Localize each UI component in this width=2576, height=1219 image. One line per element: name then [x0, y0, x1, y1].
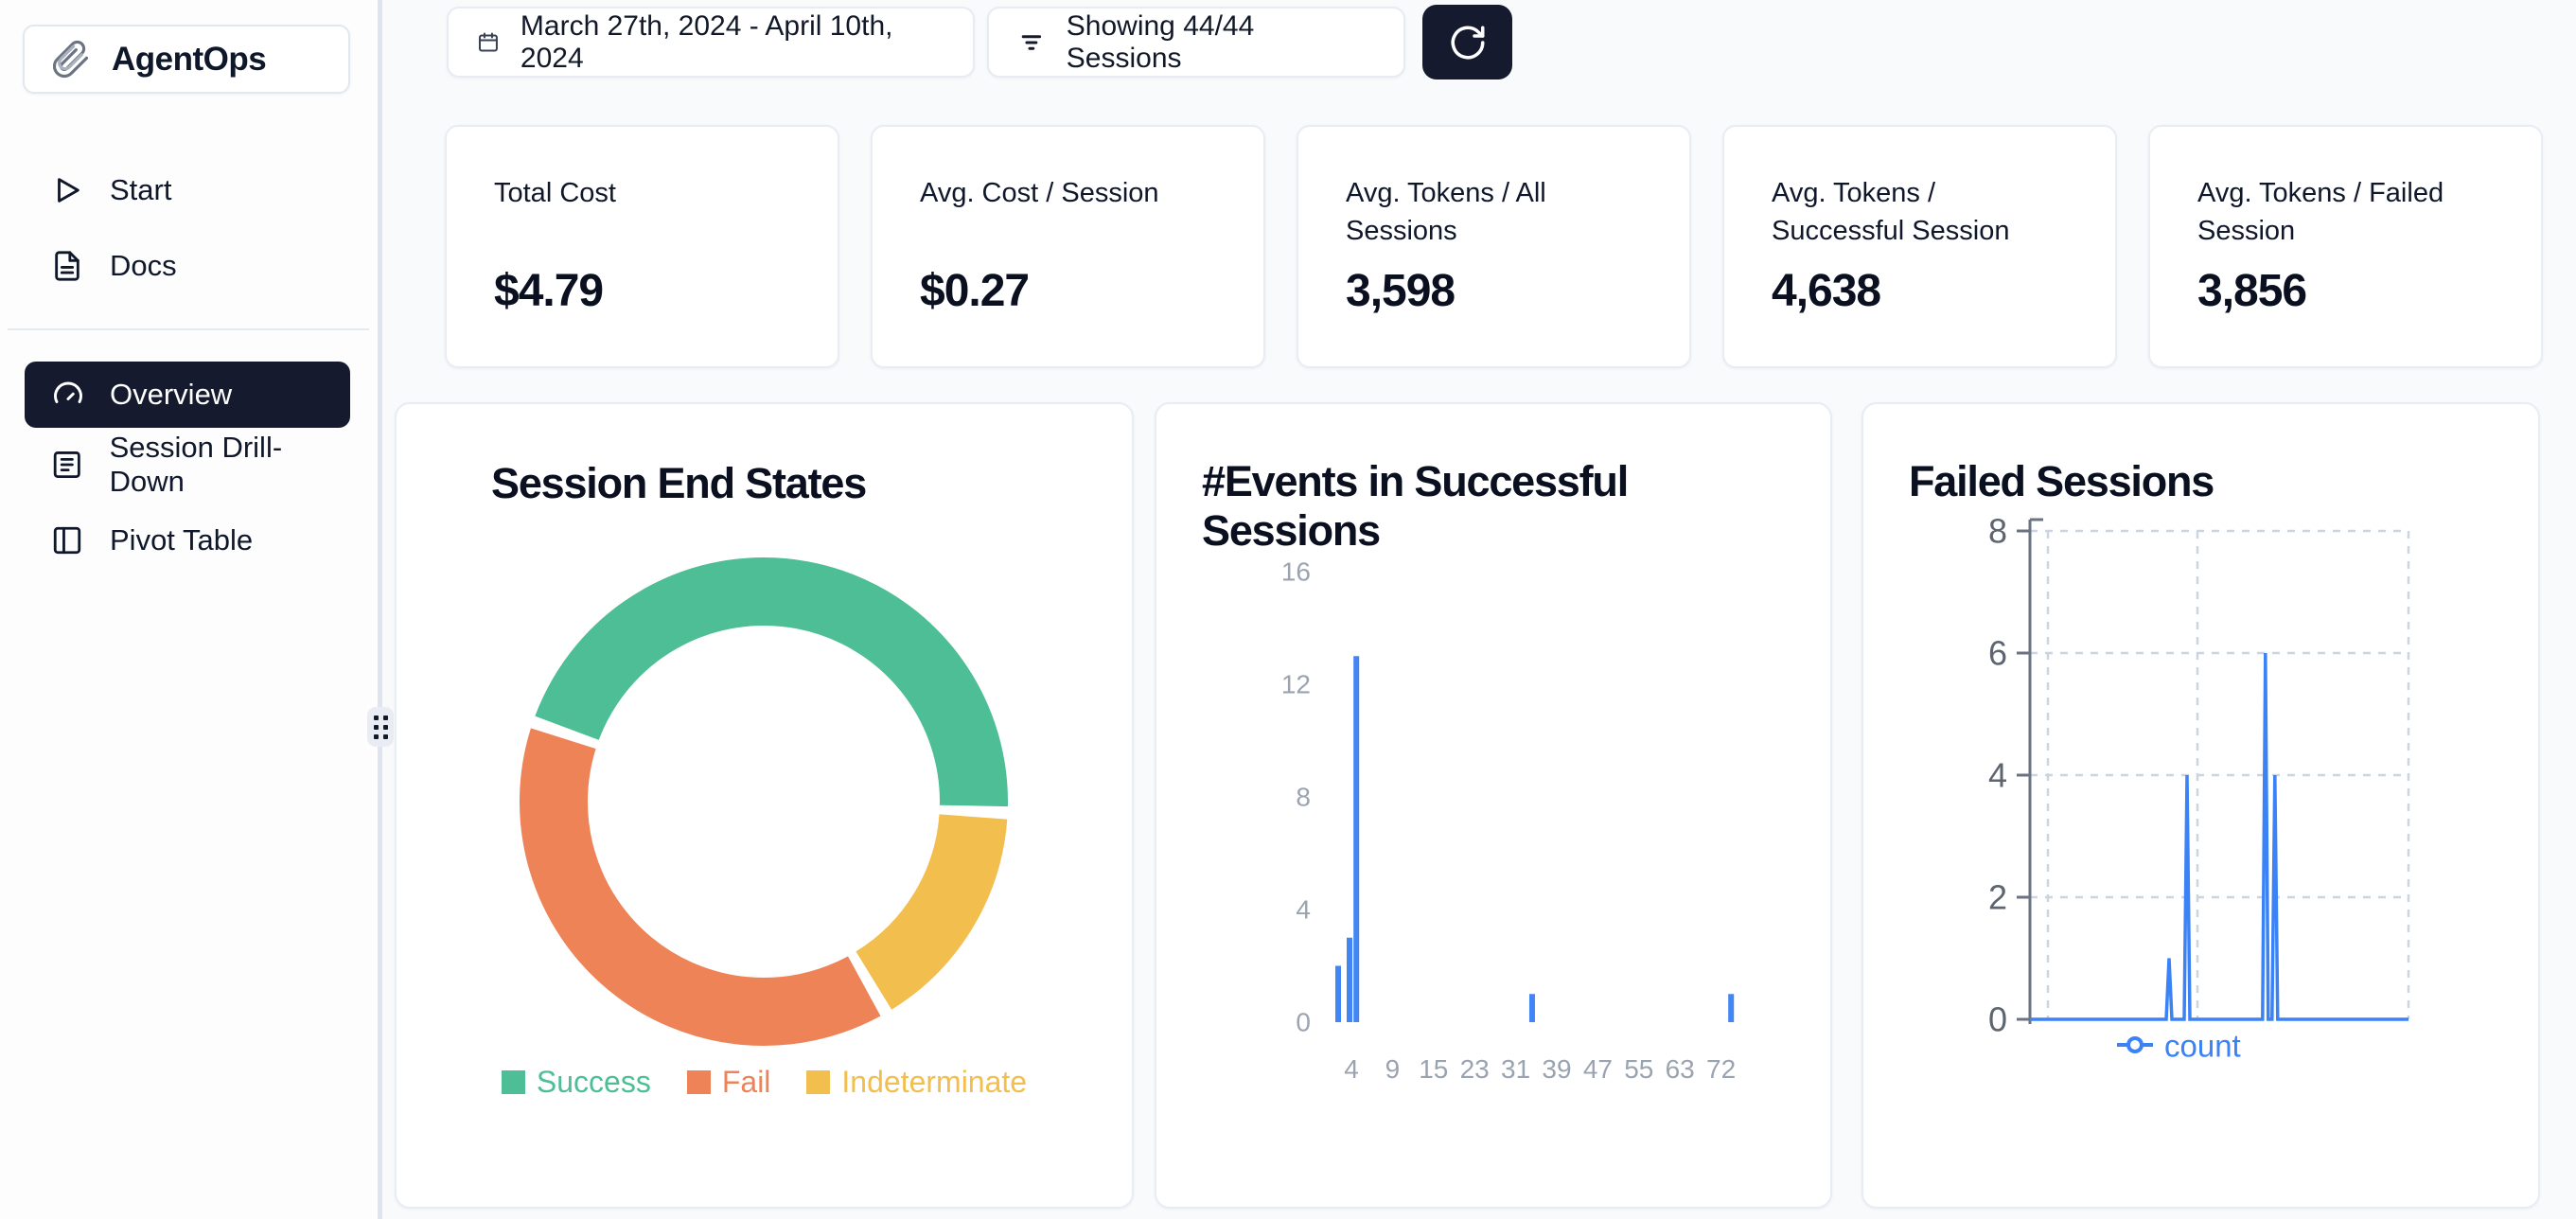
legend-swatch: [501, 1070, 525, 1094]
events-bar-chart: 0 4 8 12 16 4 9 15 23 31 39 47 55 63 72: [1156, 404, 1830, 1207]
legend-item: Fail: [686, 1065, 771, 1100]
paperclip-icon: [52, 40, 89, 78]
svg-text:9: 9: [1385, 1054, 1401, 1084]
svg-text:8: 8: [1988, 512, 2007, 551]
sidebar-item-label: Overview: [110, 378, 233, 411]
filter-icon: [1021, 34, 1042, 50]
stat-label: Avg. Tokens / All Sessions: [1346, 178, 1546, 246]
stat-value: 4,638: [1772, 266, 1881, 316]
stat-card-avg-tokens-failed: Avg. Tokens / Failed Session 3,856: [2148, 125, 2543, 368]
date-range-label: March 27th, 2024 - April 10th, 2024: [520, 9, 893, 74]
chart-title: #Events in Successful Sessions: [1202, 457, 1629, 555]
svg-text:6: 6: [1988, 634, 2007, 673]
sidebar-item-overview[interactable]: Overview: [25, 362, 350, 428]
stat-label: Total Cost: [494, 178, 616, 208]
sessions-filter-label: Showing 44/44 Sessions: [1066, 9, 1255, 74]
failed-sessions-card: Failed Sessions 0 2 4 6 8 count: [1861, 402, 2540, 1209]
legend-label: Fail: [721, 1065, 771, 1099]
svg-text:15: 15: [1419, 1054, 1448, 1084]
app-title: AgentOps: [112, 40, 267, 78]
svg-text:0: 0: [1296, 1008, 1311, 1037]
donut-chart: [397, 404, 1132, 1207]
svg-text:2: 2: [1988, 878, 2007, 917]
refresh-icon: [1451, 26, 1484, 59]
stat-label: Avg. Tokens / Successful Session: [1772, 178, 2010, 246]
failed-sessions-line-chart: 0 2 4 6 8 count: [1863, 404, 2538, 1207]
legend-item: Indeterminate: [806, 1065, 1027, 1100]
list-box-icon: [53, 451, 80, 478]
panel-left-icon: [53, 526, 81, 555]
legend-label: Indeterminate: [841, 1065, 1028, 1099]
svg-text:47: 47: [1583, 1054, 1613, 1084]
sidebar-item-pivot-table[interactable]: Pivot Table: [23, 513, 354, 568]
svg-text:23: 23: [1460, 1054, 1490, 1084]
svg-text:63: 63: [1666, 1054, 1695, 1084]
chart-title: Failed Sessions: [1909, 457, 2214, 505]
svg-text:0: 0: [1988, 1000, 2007, 1039]
svg-text:72: 72: [1706, 1054, 1736, 1084]
sidebar: AgentOps Start Docs Overview: [0, 0, 378, 1219]
sidebar-item-docs[interactable]: Docs: [23, 238, 354, 293]
donut-legend: Success Fail Indeterminate: [397, 1065, 1132, 1100]
stat-card-total-cost: Total Cost $4.79: [445, 125, 839, 368]
legend-label: Success: [536, 1065, 651, 1099]
sidebar-item-start[interactable]: Start: [23, 163, 354, 218]
stat-label: Avg. Cost / Session: [920, 178, 1159, 208]
stat-value: 3,856: [2197, 266, 2307, 316]
sidebar-item-label: Docs: [110, 249, 177, 282]
svg-text:count: count: [2164, 1029, 2241, 1064]
sidebar-item-session-drill-down[interactable]: Session Drill-Down: [23, 431, 354, 498]
svg-text:4: 4: [1988, 756, 2007, 795]
svg-text:55: 55: [1624, 1054, 1653, 1084]
svg-text:4: 4: [1296, 895, 1311, 925]
svg-text:8: 8: [1296, 783, 1311, 812]
stat-value: 3,598: [1346, 266, 1456, 316]
refresh-button[interactable]: [1422, 5, 1512, 80]
panel-divider: [378, 0, 382, 1219]
app-logo[interactable]: AgentOps: [23, 25, 350, 94]
events-in-successful-sessions-card: #Events in Successful Sessions 0 4 8 12 16 4 9…: [1155, 402, 1832, 1209]
play-icon: [58, 178, 79, 203]
panel-resize-handle[interactable]: [367, 707, 394, 747]
legend-item: Success: [501, 1065, 651, 1100]
stat-card-avg-cost-session: Avg. Cost / Session $0.27: [871, 125, 1265, 368]
sidebar-item-label: Pivot Table: [110, 523, 254, 556]
stat-card-avg-tokens-successful: Avg. Tokens / Successful Session 4,638: [1722, 125, 2117, 368]
legend-swatch: [686, 1070, 711, 1094]
chart-title: Session End States: [491, 459, 867, 507]
document-icon: [55, 251, 79, 281]
sidebar-item-label: Session Drill-Down: [109, 431, 283, 498]
stat-card-avg-tokens-all: Avg. Tokens / All Sessions 3,598: [1297, 125, 1691, 368]
calendar-icon: [478, 32, 498, 52]
svg-text:4: 4: [1344, 1054, 1359, 1084]
gauge-icon: [54, 381, 82, 403]
stat-value: $4.79: [494, 266, 604, 316]
svg-text:39: 39: [1542, 1054, 1571, 1084]
sessions-filter-button[interactable]: Showing 44/44 Sessions: [987, 7, 1405, 78]
svg-text:12: 12: [1281, 670, 1311, 699]
session-end-states-card: Session End States Success Fail Indetermin…: [395, 402, 1134, 1209]
stat-value: $0.27: [920, 266, 1030, 316]
date-range-button[interactable]: March 27th, 2024 - April 10th, 2024: [447, 7, 975, 78]
svg-text:31: 31: [1501, 1054, 1530, 1084]
sidebar-item-label: Start: [110, 173, 172, 206]
sidebar-divider: [8, 328, 369, 330]
stat-label: Avg. Tokens / Failed Session: [2197, 178, 2444, 246]
svg-text:16: 16: [1281, 557, 1311, 587]
legend-swatch: [806, 1070, 831, 1094]
